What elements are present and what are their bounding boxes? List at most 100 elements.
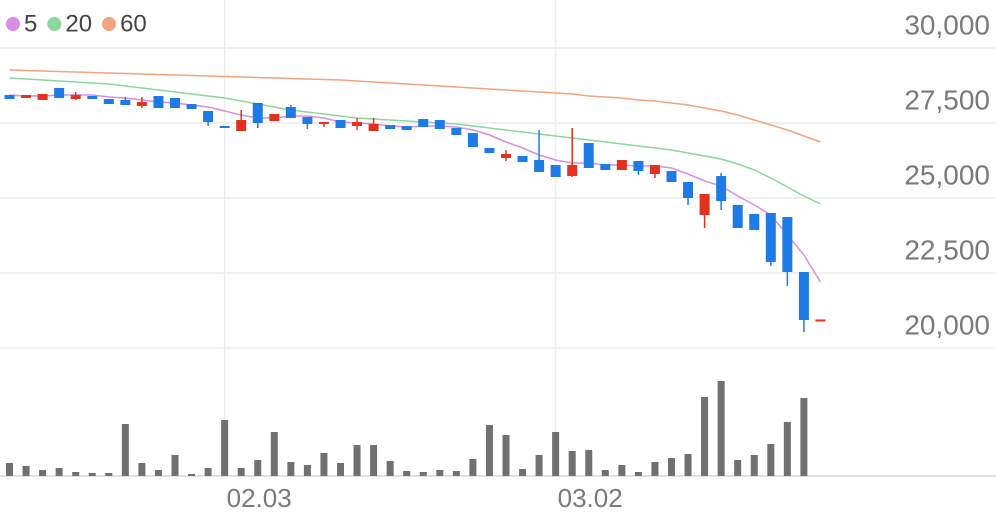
candle-body — [219, 126, 230, 129]
volume-bar — [684, 454, 692, 476]
volume-bar — [519, 469, 527, 476]
volume-bar — [138, 463, 146, 476]
candle-body — [666, 171, 677, 183]
volume-bar — [485, 425, 493, 476]
volume-bar — [72, 472, 80, 476]
y-tick-label: 22,500 — [904, 234, 990, 265]
volume-bar — [552, 432, 560, 476]
candle-body — [782, 216, 793, 273]
volume-bar — [585, 450, 593, 476]
y-tick-label: 20,000 — [904, 309, 990, 340]
volume-bar — [783, 422, 791, 476]
volume-bar — [651, 462, 659, 476]
candle-body — [567, 165, 578, 177]
candle-body — [418, 119, 429, 127]
legend-label: 60 — [120, 10, 147, 37]
candle-body — [649, 165, 660, 174]
candle-body — [236, 120, 247, 132]
volume-bar — [452, 471, 460, 476]
volume-bar — [88, 473, 96, 476]
volume-bar — [337, 463, 344, 476]
candle-body — [37, 93, 48, 100]
volume-bar — [154, 470, 162, 476]
candle-body — [120, 99, 131, 105]
candle-body — [583, 143, 594, 168]
volume-bar — [618, 465, 626, 476]
candle-body — [103, 99, 114, 105]
candle-body — [616, 159, 627, 171]
legend-label: 20 — [65, 10, 92, 37]
candle-body — [484, 147, 495, 153]
volume-bar — [800, 398, 808, 476]
volume-bar — [303, 465, 311, 476]
candle-body — [749, 213, 760, 231]
candle-body — [70, 95, 81, 99]
volume-bar — [767, 444, 775, 476]
legend-label: 5 — [24, 10, 37, 37]
legend-marker — [47, 17, 62, 31]
candle-body — [550, 165, 561, 177]
candle-body — [252, 102, 263, 123]
volume-bar — [502, 435, 510, 476]
volume-bar — [55, 468, 63, 476]
candle-body — [434, 120, 445, 129]
candle-body — [517, 156, 528, 162]
volume-bar — [734, 460, 742, 476]
candle-body — [4, 95, 15, 99]
y-tick-label: 25,000 — [904, 159, 990, 190]
x-tick-label: 02.03 — [227, 483, 292, 513]
candle-body — [352, 122, 363, 126]
volume-bar — [39, 470, 47, 476]
volume-bar — [436, 470, 444, 476]
candle-body — [186, 104, 197, 109]
candle-body — [285, 107, 296, 118]
candle-body — [534, 159, 545, 172]
volume-bar — [668, 458, 675, 476]
candle-body — [335, 120, 346, 129]
volume-bar — [370, 445, 378, 476]
volume-bar — [121, 424, 129, 476]
candle-body — [798, 272, 809, 321]
volume-bar — [6, 463, 13, 476]
volume-bar — [717, 381, 725, 476]
volume-bar — [287, 462, 295, 476]
volume-bar — [270, 432, 278, 476]
volume-bar — [254, 460, 262, 476]
ma-line — [9, 94, 822, 283]
candle-body — [87, 96, 98, 99]
volume-bar — [237, 468, 245, 476]
candle-body — [451, 128, 462, 135]
candle-body — [368, 123, 379, 132]
candle-body — [501, 153, 511, 159]
y-tick-label: 27,500 — [904, 84, 990, 115]
legend-marker — [6, 17, 20, 31]
candle-body — [683, 182, 694, 198]
candle-body — [716, 176, 727, 201]
candle-body — [302, 117, 313, 124]
volume-bar — [320, 453, 328, 476]
candle-body — [269, 114, 280, 121]
candle-body — [815, 319, 826, 322]
volume-bar — [634, 472, 642, 476]
volume-bar — [403, 471, 411, 476]
candle-body — [21, 95, 32, 99]
candle-body — [318, 122, 329, 125]
candle-body — [203, 111, 214, 123]
volume-bar — [601, 470, 609, 476]
volume-bar — [701, 397, 709, 476]
volume-bar — [535, 455, 543, 476]
volume-bar — [204, 468, 212, 476]
ma-line — [9, 69, 821, 143]
volume-bar — [386, 461, 394, 476]
ma-line — [9, 77, 821, 205]
volume-bar — [469, 459, 477, 476]
y-tick-label: 30,000 — [904, 9, 990, 40]
candle-body — [732, 204, 743, 228]
candle-body — [401, 126, 412, 130]
legend-marker — [102, 17, 117, 31]
x-tick-label: 03.02 — [558, 483, 623, 513]
candle-body — [467, 132, 478, 147]
candle-body — [54, 87, 65, 99]
